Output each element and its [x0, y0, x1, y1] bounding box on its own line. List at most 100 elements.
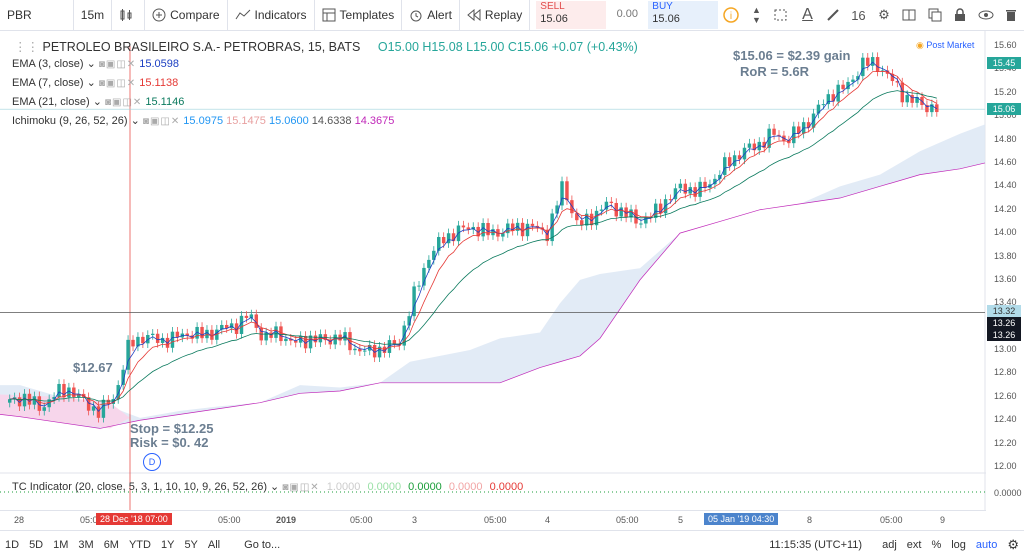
range-6m[interactable]: 6M [103, 538, 119, 551]
tc-indicator-legend[interactable]: TC Indicator (20, close, 5, 3, 1, 10, 10… [12, 481, 524, 493]
legend-buttons[interactable]: ◙▣◫✕ [98, 78, 137, 89]
auto-toggle[interactable]: auto [975, 538, 998, 551]
interval-button[interactable]: 15m [74, 0, 113, 30]
ichimoku-cloud-bear [0, 394, 130, 429]
legend-buttons[interactable]: ◙▣◫✕ [282, 482, 320, 493]
bottom-toolbar: 1D 5D 1M 3M 6M YTD 1Y 5Y All Go to... 11… [0, 530, 1024, 558]
candle-body [234, 323, 239, 334]
candle-body [52, 396, 56, 400]
high-price-tag: 15.45 [987, 57, 1021, 69]
range-ytd[interactable]: YTD [128, 538, 151, 551]
sell-button[interactable]: SELL 15.06 [536, 1, 607, 29]
chart-type-button[interactable] [112, 0, 146, 30]
ema3-legend[interactable]: EMA (3, close) ⌄ ◙▣◫✕ 15.0598 [12, 58, 180, 70]
candle-body [476, 226, 480, 237]
ichimoku-label: Ichimoku (9, 26, 52, 26) [12, 115, 128, 127]
gear-icon[interactable]: ⚙ [1007, 536, 1019, 552]
ext-toggle[interactable]: ext [906, 538, 922, 551]
legend-buttons[interactable]: ◙▣◫✕ [98, 59, 137, 70]
candle-body [584, 213, 589, 226]
layout-icon[interactable] [897, 0, 922, 30]
candle-body [294, 340, 298, 343]
info-icon[interactable]: i [718, 0, 743, 30]
candle-body [658, 203, 663, 214]
candle-body [688, 187, 692, 194]
legend-buttons[interactable]: ◙▣◫✕ [104, 97, 143, 108]
candle-body [580, 220, 584, 226]
range-all[interactable]: All [207, 538, 221, 551]
replay-button[interactable]: Replay [460, 0, 531, 30]
price-chart[interactable] [0, 30, 986, 510]
candle-body [220, 324, 224, 330]
symbol-search[interactable]: PBR [0, 0, 74, 30]
goto-button[interactable]: Go to... [244, 538, 281, 551]
buy-button[interactable]: BUY 15.06 [648, 1, 719, 29]
compare-button[interactable]: Compare [145, 0, 228, 30]
candle-body [821, 104, 826, 106]
font-size-value: 16 [851, 7, 866, 23]
log-toggle[interactable]: log [951, 538, 966, 551]
range-5d[interactable]: 5D [29, 538, 44, 551]
candle-body [629, 209, 633, 218]
range-3m[interactable]: 3M [78, 538, 94, 551]
candle-body [762, 141, 766, 148]
trash-icon[interactable] [999, 0, 1024, 30]
candle-body [254, 314, 259, 328]
dividend-marker[interactable]: D [143, 453, 161, 471]
time-tick: 05:00 [80, 515, 103, 525]
ema7-value: 15.1138 [139, 77, 179, 89]
ichimoku-legend[interactable]: Ichimoku (9, 26, 52, 26) ⌄ ◙▣◫✕ 15.0975 … [12, 115, 395, 127]
range-1y[interactable]: 1Y [160, 538, 175, 551]
tc-value: 0.0000 [448, 481, 483, 493]
candle-body [298, 335, 303, 343]
candle-body [195, 326, 199, 339]
trade-panel: SELL 15.06 0.00 BUY 15.06 [536, 0, 719, 30]
range-1d[interactable]: 1D [5, 538, 20, 551]
candle-body [530, 223, 535, 226]
percent-toggle[interactable]: % [931, 538, 942, 551]
price-tick: 13.80 [994, 250, 1017, 261]
alert-button[interactable]: Alert [402, 0, 460, 30]
font-size-select[interactable]: 16 [846, 0, 871, 30]
candle-body [412, 286, 416, 317]
ema21-label: EMA (21, close) [12, 96, 90, 108]
candle-body [925, 105, 929, 113]
candle-body [387, 340, 392, 353]
text-tool-icon[interactable]: A [802, 6, 813, 23]
adj-toggle[interactable]: adj [882, 538, 897, 551]
copy-icon[interactable] [922, 0, 947, 30]
ema7-legend[interactable]: EMA (7, close) ⌄ ◙▣◫✕ 15.1138 [12, 77, 179, 89]
candle-body [155, 333, 160, 343]
templates-button[interactable]: Templates [315, 0, 403, 30]
candle-body [698, 181, 702, 197]
candle-body [185, 333, 189, 336]
price-tick: 13.60 [994, 273, 1017, 284]
candle-body [856, 76, 860, 80]
eye-icon[interactable] [973, 0, 998, 30]
time-tick: 05:00 [484, 515, 507, 525]
sell-price: 15.06 [540, 13, 568, 25]
price-axis[interactable]: 15.6015.4015.2015.0014.8014.6014.4014.20… [986, 30, 1024, 508]
candle-body [747, 143, 752, 148]
gear-icon[interactable]: ⚙ [878, 7, 890, 22]
range-1m[interactable]: 1M [53, 538, 69, 551]
legend-buttons[interactable]: ◙▣◫✕ [142, 116, 181, 127]
candle-body [520, 222, 525, 237]
expand-arrows-icon[interactable]: ▲ ▼ [752, 5, 761, 25]
time-tick: 9 [940, 515, 946, 525]
candle-body [673, 188, 678, 200]
candle-body [200, 326, 204, 339]
candle-body [348, 332, 352, 351]
range-5y[interactable]: 5Y [184, 538, 198, 551]
brush-icon[interactable] [820, 0, 845, 30]
lock-icon[interactable] [948, 0, 973, 30]
interval-label: 15m [80, 8, 105, 22]
candle-body [866, 57, 870, 66]
candle-body [170, 331, 175, 348]
ema21-legend[interactable]: EMA (21, close) ⌄ ◙▣◫✕ 15.1146 [12, 96, 185, 108]
candle-body [32, 396, 37, 405]
candle-body [141, 336, 145, 344]
indicators-button[interactable]: Indicators [228, 0, 315, 30]
time-tick: 05:00 [218, 515, 241, 525]
selection-icon[interactable] [769, 0, 794, 30]
